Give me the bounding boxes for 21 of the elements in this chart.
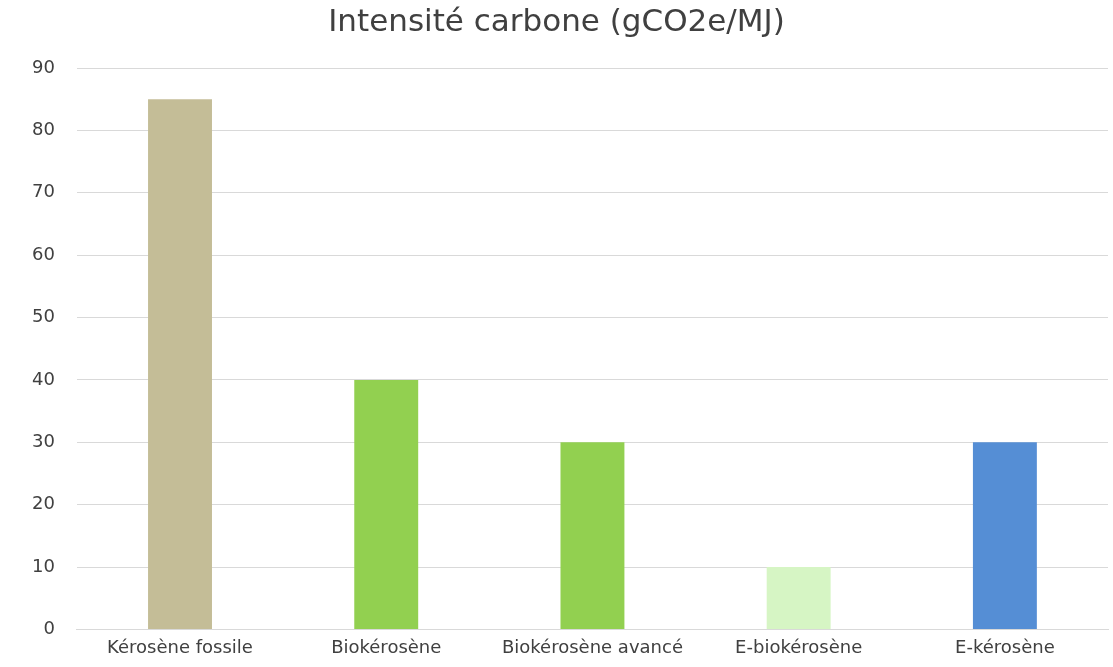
x-tick-label: Biokérosène avancé xyxy=(501,635,683,657)
chart-title: Intensité carbone (gCO2e/MJ) xyxy=(327,2,786,38)
y-tick-label: 70 xyxy=(32,180,55,202)
y-tick-label: 0 xyxy=(43,617,55,639)
y-tick-label: 40 xyxy=(32,367,55,389)
bar xyxy=(148,99,212,629)
x-tick-label: E-biokérosène xyxy=(735,635,863,657)
bar xyxy=(560,442,625,629)
y-tick-label: 50 xyxy=(32,305,55,327)
bar xyxy=(354,379,419,629)
x-tick-label: E-kérosène xyxy=(955,635,1055,657)
y-tick-label: 10 xyxy=(32,554,55,576)
x-tick-label: Biokérosène xyxy=(331,635,442,657)
x-tick-label: Kérosène fossile xyxy=(107,635,253,657)
y-tick-label: 30 xyxy=(32,429,55,451)
y-tick-label: 60 xyxy=(32,242,55,264)
y-tick-label: 90 xyxy=(32,55,55,77)
y-tick-label: 20 xyxy=(32,492,55,514)
y-tick-label: 80 xyxy=(32,118,55,140)
bar xyxy=(766,567,831,629)
bar xyxy=(972,442,1037,629)
